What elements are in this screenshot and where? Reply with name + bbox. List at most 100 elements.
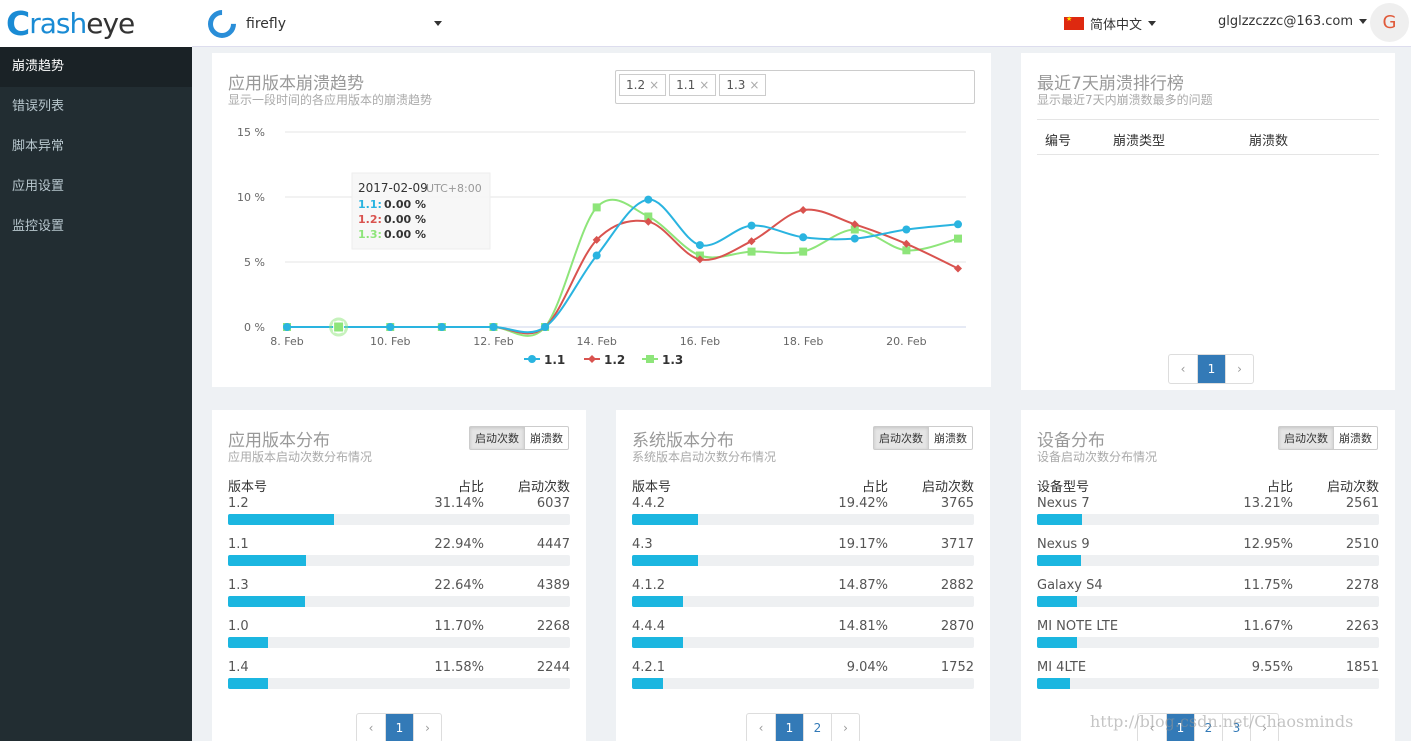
page-button[interactable]: 2 [803,714,831,741]
user-menu[interactable]: glglzzczzc@163.com [1218,14,1368,29]
app-selector[interactable]: firefly [202,4,448,44]
item-name: 4.4.2 [632,496,666,511]
item-percent: 11.67% [1243,619,1293,634]
crash-trend-chart[interactable]: 0 % 5 % 10 % 15 % 8. Feb 10. Feb 12. Feb 14. Fe… [212,113,991,387]
item-count: 2263 [1345,619,1379,634]
item-name: MI 4LTE [1037,660,1087,675]
y-tick-label: 0 % [244,321,265,334]
version-tag: 1.1 × [669,74,717,96]
progress-fill [1037,514,1083,525]
item-count: 3717 [940,537,974,552]
page-button[interactable]: 1 [1166,714,1194,741]
item-name: 4.1.2 [632,578,666,593]
logo-text-eye: eye [86,7,135,40]
data-point [747,237,756,246]
close-icon[interactable]: × [749,78,760,92]
page-button[interactable]: 3 [1222,714,1250,741]
logo-text: rash [29,7,87,40]
page-button[interactable]: 2 [1194,714,1222,741]
sidebar-item-app-settings[interactable]: 应用设置 [12,179,65,194]
hover-point [333,321,345,333]
column-header: 启动次数 [517,480,570,495]
tooltip-key: 1.1: [358,198,382,211]
progress-fill [1037,596,1078,607]
page-button[interactable]: 1 [385,714,413,741]
distribution-panel: 设备分布 设备启动次数分布情况 启动次数 崩溃数 设备型号 占比 启动次数 Nexus… [1021,410,1395,741]
app-logo-icon [202,4,242,44]
version-tag: 1.2 × [619,74,667,96]
page-button[interactable]: 1 [775,714,803,741]
progress-bar [632,555,974,566]
next-page-button[interactable]: › [831,714,859,741]
prev-page-button[interactable]: ‹ [1149,721,1155,735]
progress-fill [228,637,268,648]
tooltip-date: 2017-02-09 [358,181,428,195]
item-name: Nexus 7 [1037,496,1090,511]
data-point [799,206,808,214]
tooltip-tz: UTC+8:00 [426,182,482,195]
data-point [747,247,756,256]
page-button[interactable]: 1 [1197,355,1225,383]
version-tag: 1.3 × [719,74,767,96]
progress-bar [1037,555,1379,566]
tooltip-box [351,172,491,250]
toggle-crashes[interactable]: 崩溃数 [1333,427,1377,449]
item-percent: 22.94% [434,537,484,552]
toggle-crashes[interactable]: 崩溃数 [524,427,568,449]
progress-bar [228,637,570,648]
column-header[interactable]: 编号 [1045,134,1072,149]
item-count: 4447 [536,537,570,552]
table-header: 编号 崩溃类型 崩溃数 [1037,119,1379,155]
version-tag-input[interactable]: 1.2 × 1.1 × 1.3 × [615,70,975,104]
close-icon[interactable]: × [699,78,710,92]
sidebar-item-crash-trend[interactable]: 崩溃趋势 [0,47,192,87]
tooltip-key: 1.3: [358,228,382,241]
column-header: 占比 [861,480,888,495]
sidebar-item-monitor-settings[interactable]: 监控设置 [12,219,65,234]
sidebar-item-error-list[interactable]: 错误列表 [12,99,65,114]
item-count: 2510 [1345,537,1379,552]
column-header: 设备型号 [1037,480,1090,495]
data-point [644,217,653,226]
next-page-button[interactable]: › [413,714,441,741]
language-selector[interactable]: 简体中文 [1064,14,1157,33]
item-name: MI NOTE LTE [1037,619,1119,634]
sidebar-item-script-errors[interactable]: 脚本异常 [12,139,65,154]
column-header: 版本号 [228,480,268,495]
prev-page-button[interactable]: ‹ [758,721,764,735]
column-header[interactable]: 崩溃数 [1249,134,1289,149]
series-line-1.1 [287,198,959,334]
panel-subtitle: 应用版本启动次数分布情况 [228,450,373,464]
progress-fill [632,596,683,607]
panel-title: 应用版本崩溃趋势 [228,74,364,94]
list-item: 4.1.2 14.87% 2882 [632,578,974,619]
data-point [695,255,704,264]
list-item: 1.2 31.14% 6037 [228,496,570,537]
progress-bar [228,596,570,607]
item-percent: 11.58% [434,660,484,675]
tooltip-value: 0.00 % [384,228,426,241]
item-count: 1752 [940,660,974,675]
toggle-crashes[interactable]: 崩溃数 [928,427,972,449]
next-page-button[interactable]: › [1250,714,1278,741]
avatar[interactable]: G [1370,3,1409,42]
pagination: ‹ 1 2 › [746,713,860,741]
legend-marker [588,355,596,363]
progress-bar [1037,596,1379,607]
data-point [592,235,601,244]
distribution-panel: 应用版本分布 应用版本启动次数分布情况 启动次数 崩溃数 版本号 占比 启动次数 1.… [212,410,586,741]
item-count: 1851 [1345,660,1379,675]
next-page-button[interactable]: › [1225,355,1253,383]
column-header[interactable]: 崩溃类型 [1113,134,1166,149]
item-count: 2268 [536,619,570,634]
toggle-launches[interactable]: 启动次数 [1279,427,1333,449]
close-icon[interactable]: × [649,78,660,92]
list-item: Nexus 9 12.95% 2510 [1037,537,1379,578]
toggle-launches[interactable]: 启动次数 [874,427,928,449]
prev-page-button[interactable]: ‹ [1180,362,1186,376]
progress-fill [228,555,307,566]
toggle-launches[interactable]: 启动次数 [470,427,524,449]
prev-page-button[interactable]: ‹ [368,721,374,735]
item-percent: 12.95% [1243,537,1293,552]
